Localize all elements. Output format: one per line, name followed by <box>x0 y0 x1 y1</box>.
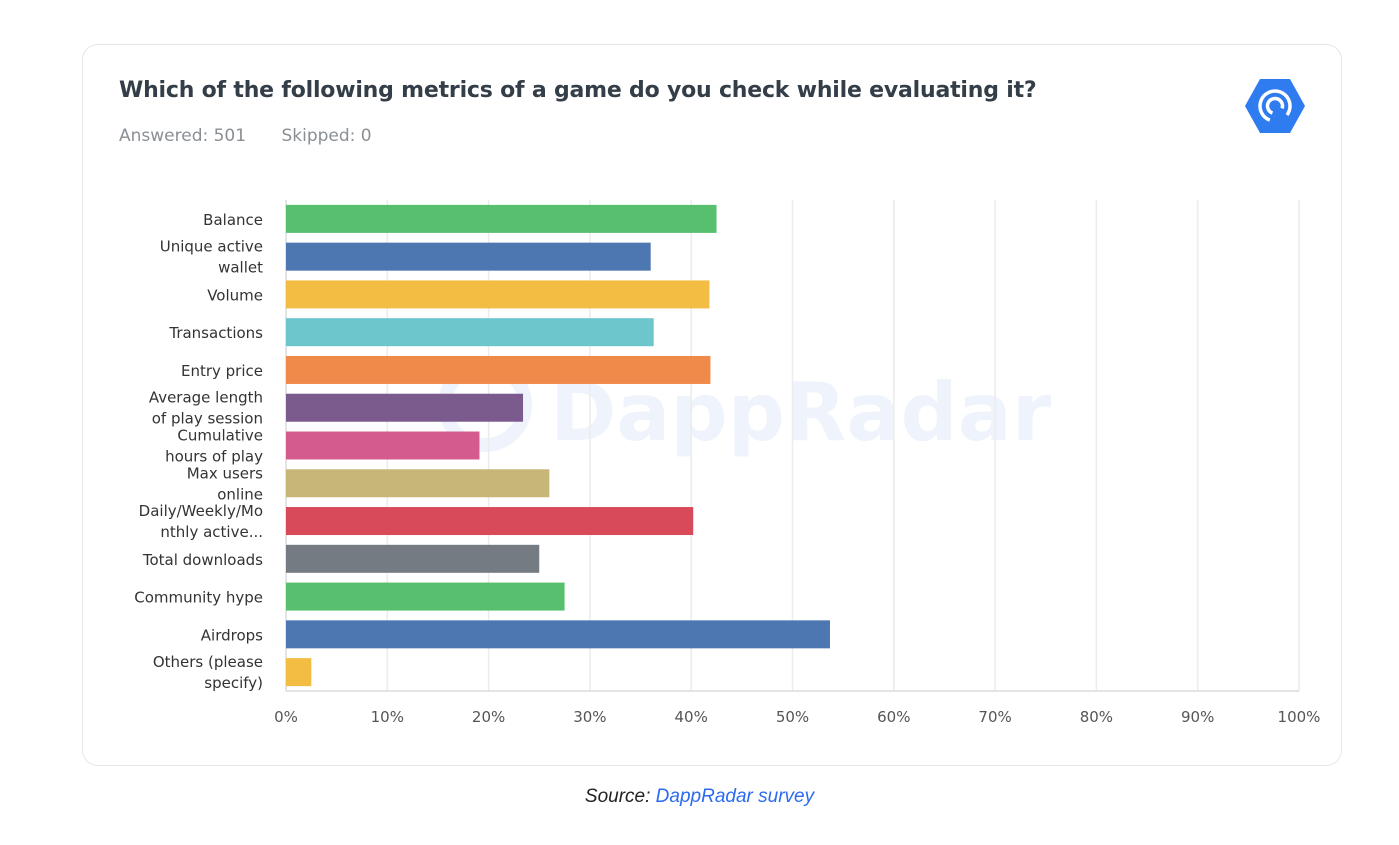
bar <box>286 507 694 536</box>
bar <box>286 318 654 347</box>
category-label: Unique active wallet <box>160 238 263 277</box>
source-caption: Source: DappRadar survey <box>0 786 1399 808</box>
bar <box>286 280 710 309</box>
category-label: Entry price <box>181 362 263 380</box>
bar <box>286 355 711 384</box>
bar <box>286 204 717 233</box>
category-label: Transactions <box>168 324 263 342</box>
category-label: Average length of play session <box>149 389 263 428</box>
x-tick-label: 40% <box>675 708 708 726</box>
answered-count: Answered: 501 <box>119 126 247 146</box>
bar <box>286 658 312 687</box>
x-tick-label: 70% <box>978 708 1011 726</box>
bar <box>286 469 550 498</box>
bar <box>286 242 651 271</box>
category-label: Community hype <box>134 589 263 607</box>
category-label: Max users online <box>187 464 263 503</box>
category-label: Balance <box>203 211 263 229</box>
x-tick-label: 20% <box>472 708 505 726</box>
bar <box>286 544 540 573</box>
source-prefix: Source: <box>584 786 651 807</box>
x-tick-label: 100% <box>1278 708 1321 726</box>
bar <box>286 582 565 611</box>
dappradar-logo-icon <box>1245 79 1305 133</box>
skipped-count: Skipped: 0 <box>281 126 372 146</box>
chart-title: Which of the following metrics of a game… <box>119 78 1037 103</box>
bar <box>286 620 830 649</box>
category-label: Airdrops <box>201 626 263 644</box>
x-tick-label: 0% <box>274 708 298 726</box>
x-tick-label: 90% <box>1181 708 1214 726</box>
category-label: Daily/Weekly/Mo nthly active... <box>139 502 263 541</box>
response-stats: Answered: 501 Skipped: 0 <box>119 126 402 146</box>
category-label: Volume <box>207 286 263 304</box>
category-label: Cumulative hours of play <box>165 427 263 466</box>
x-tick-label: 80% <box>1080 708 1113 726</box>
x-tick-label: 60% <box>877 708 910 726</box>
source-link[interactable]: DappRadar survey <box>655 786 815 807</box>
bar <box>286 393 524 422</box>
category-label: Others (please specify) <box>153 653 263 692</box>
category-label: Total downloads <box>142 551 263 569</box>
bar <box>286 431 480 460</box>
x-tick-label: 30% <box>573 708 606 726</box>
x-tick-label: 10% <box>371 708 404 726</box>
x-tick-label: 50% <box>776 708 809 726</box>
